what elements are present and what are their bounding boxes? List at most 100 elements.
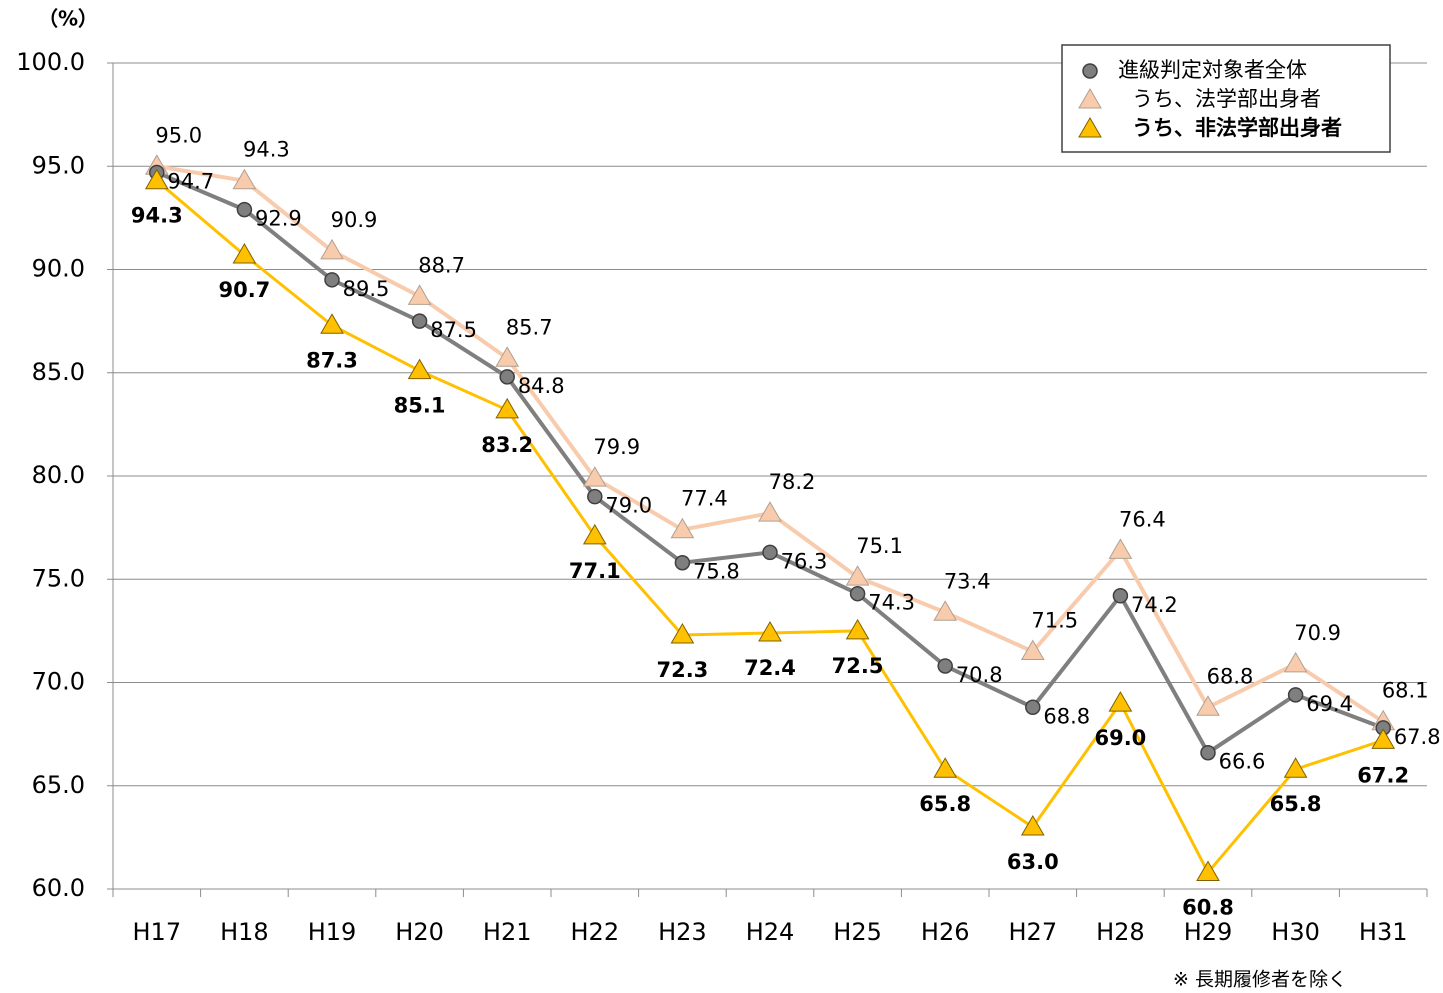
y-tick-label: 75.0 [32, 564, 85, 592]
data-label: 70.8 [956, 663, 1003, 687]
data-label: 87.3 [306, 348, 358, 372]
legend-box [1061, 44, 1391, 153]
data-point [1287, 687, 1304, 703]
data-label: 77.1 [569, 559, 621, 583]
data-label: 85.7 [506, 315, 553, 339]
x-tick-label: H31 [1359, 918, 1408, 946]
data-point [937, 658, 953, 674]
data-point [582, 466, 607, 487]
x-tick-label: H26 [921, 918, 970, 946]
data-label: 84.8 [518, 374, 565, 398]
data-point [407, 358, 432, 380]
legend-marker [1082, 63, 1098, 79]
x-tick-label: H22 [571, 918, 620, 946]
x-tick-label: H27 [1009, 918, 1058, 946]
data-label: 78.2 [769, 470, 816, 494]
data-label: 67.8 [1394, 725, 1441, 749]
data-point [320, 313, 344, 334]
y-tick-label: 95.0 [32, 151, 85, 179]
data-label: 94.3 [131, 204, 183, 228]
data-point [758, 620, 782, 642]
data-point [849, 585, 866, 602]
data-point [1371, 728, 1396, 749]
legend-marker [1078, 88, 1102, 109]
x-tick-label: H17 [133, 918, 182, 946]
x-tick-label: H19 [308, 918, 357, 946]
data-point [1200, 744, 1216, 761]
data-point [933, 600, 958, 621]
data-point [1025, 699, 1041, 716]
x-tick-label: H20 [395, 918, 444, 946]
data-label: 89.5 [343, 277, 390, 301]
data-point [236, 201, 253, 218]
y-tick-label: 85.0 [32, 358, 85, 386]
legend-label: うち、法学部出身者 [1132, 87, 1321, 111]
data-point [324, 272, 340, 288]
y-tick-label: 60.0 [32, 874, 85, 902]
x-tick-label: H30 [1271, 918, 1320, 946]
data-point [1108, 538, 1133, 559]
y-tick-label: 65.0 [32, 771, 85, 799]
legend-label: うち、非法学部出身者 [1132, 116, 1342, 140]
data-label: 94.3 [243, 138, 290, 162]
data-point [845, 565, 870, 586]
data-label: 68.8 [1207, 664, 1254, 688]
data-point [762, 544, 778, 561]
x-tick-label: H21 [483, 918, 532, 946]
legend-label: 進級判定対象者全体 [1118, 58, 1307, 82]
data-point [1108, 691, 1133, 712]
data-point [320, 238, 344, 260]
data-point [1112, 588, 1129, 604]
data-label: 92.9 [255, 207, 302, 231]
data-point [674, 554, 691, 571]
data-label: 90.9 [331, 208, 378, 232]
data-label: 75.1 [856, 534, 903, 558]
data-label: 65.8 [1270, 792, 1322, 816]
data-label: 85.1 [394, 394, 446, 418]
data-label: 83.2 [481, 433, 533, 457]
data-label: 95.0 [155, 123, 202, 147]
x-tick-label: H28 [1096, 918, 1145, 946]
data-point [1020, 815, 1045, 836]
data-label: 72.5 [832, 654, 884, 678]
data-point [1283, 757, 1308, 778]
data-point [232, 168, 257, 190]
data-point [499, 369, 515, 385]
y-tick-label: 80.0 [32, 461, 85, 489]
y-axis-label: （%） [38, 7, 98, 31]
data-label: 79.9 [593, 435, 640, 459]
x-tick-label: H23 [658, 918, 707, 946]
data-point [587, 488, 603, 505]
data-point [495, 346, 520, 367]
x-tick-label: H24 [746, 918, 795, 946]
data-point [495, 397, 520, 419]
data-point [1196, 695, 1220, 716]
y-tick-label: 100.0 [16, 48, 85, 76]
data-point [1283, 651, 1308, 673]
data-label: 90.7 [218, 278, 270, 302]
data-point [411, 313, 428, 329]
data-point [933, 757, 958, 778]
data-point [582, 523, 607, 545]
data-label: 74.2 [1131, 593, 1178, 617]
data-label: 69.4 [1306, 692, 1353, 716]
data-point [758, 501, 782, 522]
data-label: 70.9 [1294, 621, 1341, 645]
data-label: 68.8 [1043, 704, 1090, 728]
data-label: 88.7 [418, 253, 465, 277]
data-label: 71.5 [1031, 609, 1078, 633]
data-label: 76.4 [1119, 507, 1166, 531]
data-label: 79.0 [605, 494, 652, 518]
data-label: 63.0 [1007, 850, 1059, 874]
data-label: 68.1 [1382, 679, 1429, 703]
data-label: 76.3 [781, 549, 828, 573]
data-point [845, 618, 870, 640]
data-label: 65.8 [919, 792, 971, 816]
data-point [670, 623, 695, 644]
data-label: 77.4 [681, 487, 728, 511]
data-label: 94.7 [167, 169, 214, 193]
data-label: 75.8 [693, 560, 740, 584]
x-tick-label: H25 [833, 918, 882, 946]
